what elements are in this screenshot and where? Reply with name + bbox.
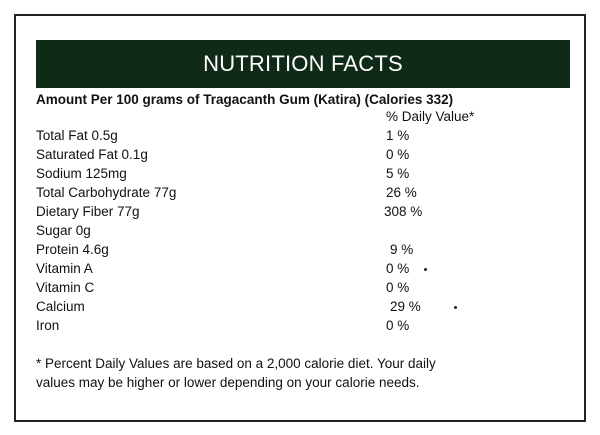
title-bar: NUTRITION FACTS	[36, 40, 570, 88]
footnote: values may be higher or lower depending …	[36, 375, 420, 390]
nutrient-name: Vitamin C	[36, 280, 95, 295]
daily-value: 29 %	[390, 299, 421, 314]
daily-value: 1 %	[386, 128, 410, 143]
nutrient-name: Vitamin A	[36, 261, 93, 276]
nutrient-name: Protein 4.6g	[36, 242, 109, 257]
column-header: % Daily Value*	[386, 109, 475, 124]
daily-value: 0 %	[386, 147, 410, 162]
daily-value: 0 %	[386, 280, 410, 295]
nutrient-name: Total Fat 0.5g	[36, 128, 118, 143]
nutrient-name: Calcium	[36, 299, 85, 314]
nutrient-name: Dietary Fiber 77g	[36, 204, 140, 219]
frame	[14, 14, 586, 422]
daily-value: 9 %	[390, 242, 414, 257]
bullet	[454, 306, 457, 309]
nutrient-name: Iron	[36, 318, 60, 333]
daily-value: 5 %	[386, 166, 410, 181]
daily-value: 0 %	[386, 261, 410, 276]
nutrient-name: Sugar 0g	[36, 223, 91, 238]
nutrient-name: Total Carbohydrate 77g	[36, 185, 177, 200]
footnote: * Percent Daily Values are based on a 2,…	[36, 356, 436, 371]
daily-value: 0 %	[386, 318, 410, 333]
subtitle: Amount Per 100 grams of Tragacanth Gum (…	[36, 92, 454, 107]
title: NUTRITION FACTS	[203, 51, 403, 76]
bullet	[424, 268, 427, 271]
nutrient-name: Sodium 125mg	[36, 166, 127, 181]
daily-value: 26 %	[386, 185, 417, 200]
daily-value: 308 %	[384, 204, 423, 219]
nutrient-name: Saturated Fat 0.1g	[36, 147, 148, 162]
